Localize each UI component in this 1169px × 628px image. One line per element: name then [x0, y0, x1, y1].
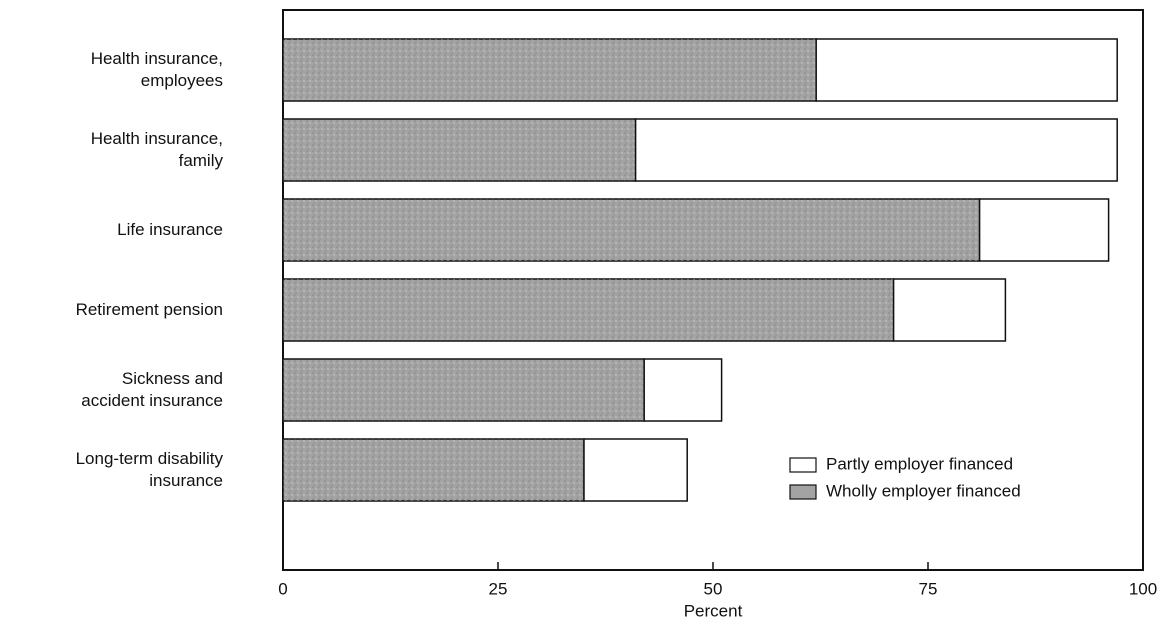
bar-segment: [978, 198, 1110, 262]
x-tick-label: 50: [704, 579, 723, 598]
x-tick-label: 100: [1129, 579, 1157, 598]
bar-segment: [892, 278, 1007, 342]
x-axis-label: Percent: [684, 601, 743, 620]
bar-texture: [283, 39, 817, 101]
bar-texture: [283, 359, 645, 421]
legend-swatch: [789, 484, 817, 500]
bar-segment: [583, 438, 688, 502]
x-tick-label: 0: [278, 579, 287, 598]
x-tick-label: 75: [919, 579, 938, 598]
x-tick-label: 25: [489, 579, 508, 598]
bar-texture: [283, 279, 894, 341]
category-label: Retirement pension: [75, 300, 223, 319]
category-label: Health insurance, family: [90, 129, 223, 170]
bar-texture: [283, 119, 636, 181]
legend-label: Partly employer financed: [826, 454, 1013, 473]
bar-segment: [634, 118, 1118, 182]
bar-texture: [283, 439, 584, 501]
bar-segment: [815, 38, 1118, 102]
legend-swatch: [789, 457, 817, 473]
category-label: Life insurance: [117, 220, 223, 239]
category-label: Long-term disability insurance: [75, 449, 223, 490]
bar-texture: [283, 199, 980, 261]
bar-segment: [643, 358, 723, 422]
category-label: Health insurance, employees: [90, 49, 223, 90]
category-label: Sickness and accident insurance: [81, 369, 223, 410]
legend-label: Wholly employer financed: [826, 481, 1021, 500]
